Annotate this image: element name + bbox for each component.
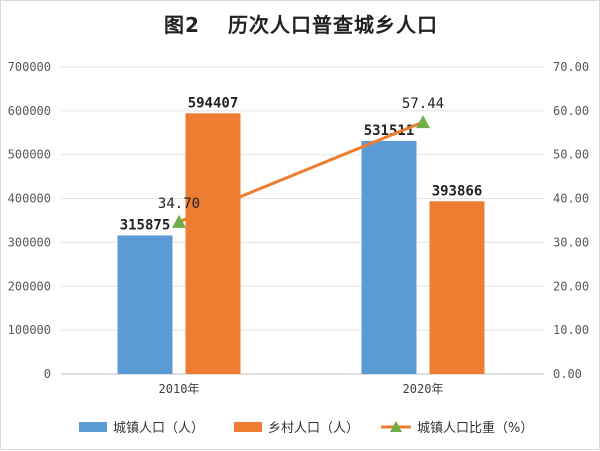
y-left-tick-label: 300000 bbox=[8, 235, 51, 249]
y-right-tick-label: 70.00 bbox=[553, 60, 589, 74]
legend-ratio-label: 城镇人口比重（%） bbox=[417, 420, 533, 436]
bar-urban bbox=[361, 140, 417, 374]
y-left-tick-label: 500000 bbox=[8, 148, 51, 162]
legend-rural-label: 乡村人口（人） bbox=[268, 421, 359, 436]
y-left-tick-label: 700000 bbox=[8, 60, 51, 74]
urban-ratio-value-label: 57.44 bbox=[402, 96, 444, 112]
legend-ratio-swatch-marker bbox=[390, 421, 402, 432]
bar-rural bbox=[185, 113, 241, 375]
chart-title: 图2 历次人口普查城乡人口 bbox=[1, 9, 600, 38]
x-category-label: 2020年 bbox=[403, 382, 444, 396]
legend-urban-swatch bbox=[79, 422, 107, 432]
bar-rural-value-label: 594407 bbox=[188, 95, 239, 111]
y-right-tick-label: 60.00 bbox=[553, 104, 589, 118]
bar-rural-value-label: 393866 bbox=[432, 183, 483, 199]
urban-ratio-value-label: 34.70 bbox=[158, 196, 200, 212]
urban-ratio-marker bbox=[416, 115, 430, 129]
y-left-tick-label: 200000 bbox=[8, 279, 51, 293]
title-main: 历次人口普查城乡人口 bbox=[227, 13, 438, 37]
y-left-tick-label: 400000 bbox=[8, 192, 51, 206]
bar-urban bbox=[117, 235, 173, 374]
y-right-tick-label: 10.00 bbox=[553, 323, 589, 337]
urban-ratio-marker bbox=[172, 214, 186, 228]
urban-ratio-line bbox=[178, 120, 424, 224]
x-category-label: 2010年 bbox=[159, 382, 200, 396]
y-left-tick-label: 600000 bbox=[8, 104, 51, 118]
y-right-tick-label: 50.00 bbox=[553, 148, 589, 162]
title-prefix: 图2 bbox=[164, 13, 200, 37]
bar-urban-value-label: 531511 bbox=[364, 123, 415, 139]
bar-rural bbox=[429, 201, 485, 374]
y-left-tick-label: 100000 bbox=[8, 323, 51, 337]
y-right-tick-label: 30.00 bbox=[553, 235, 589, 249]
y-right-tick-label: 0.00 bbox=[553, 367, 582, 381]
legend-urban-label: 城镇人口（人） bbox=[113, 421, 204, 436]
y-right-tick-label: 40.00 bbox=[553, 192, 589, 206]
y-left-tick-label: 0 bbox=[44, 367, 51, 381]
legend-rural-swatch bbox=[234, 422, 262, 432]
y-right-tick-label: 20.00 bbox=[553, 279, 589, 293]
bar-urban-value-label: 315875 bbox=[120, 217, 171, 233]
